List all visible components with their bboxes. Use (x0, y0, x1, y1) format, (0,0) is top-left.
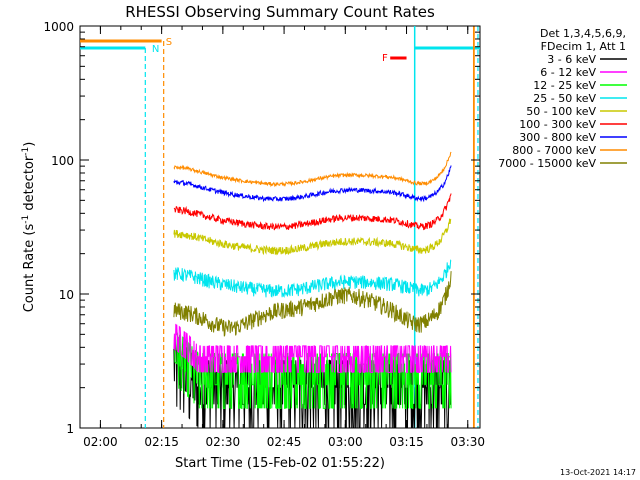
x-tick-label: 02:45 (267, 435, 302, 449)
night-label: N (152, 44, 159, 55)
legend-entry-label: 12 - 25 keV (533, 79, 596, 92)
series-line (173, 193, 452, 231)
legend-entry-label: 6 - 12 keV (540, 66, 596, 79)
x-tick-label: 03:30 (450, 435, 485, 449)
legend-entry-label: 100 - 300 keV (519, 118, 596, 131)
series-line (173, 218, 452, 256)
legend-entry-label: 7000 - 15000 keV (498, 157, 596, 170)
legend-entry-label: 25 - 50 keV (533, 92, 596, 105)
y-tick-label: 1000 (43, 20, 74, 34)
series-line (173, 259, 452, 298)
x-tick-label: 02:00 (83, 435, 118, 449)
series-line (173, 165, 452, 203)
y-tick-label: 10 (59, 288, 74, 302)
legend-entry-label: 800 - 7000 keV (512, 144, 596, 157)
x-tick-label: 02:30 (206, 435, 241, 449)
legend-header: Det 1,3,4,5,6,9, (540, 27, 626, 40)
flare-label: F (382, 53, 388, 64)
annotations: SN F (80, 26, 480, 428)
x-tick-label: 03:00 (328, 435, 363, 449)
axes: 02:00 02:15 02:30 02:45 03:00 03:15 03:30 1 10 10… (43, 20, 485, 449)
series-group (173, 151, 452, 429)
y-tick-label: 100 (51, 154, 74, 168)
legend: Det 1,3,4,5,6,9,FDecim 1, Att 13 - 6 keV… (498, 27, 627, 170)
legend-entry-label: 50 - 100 keV (526, 105, 596, 118)
series-line (173, 151, 452, 188)
series-line (173, 332, 452, 409)
saa-label: S (166, 37, 172, 48)
legend-entry-label: 3 - 6 keV (547, 53, 596, 66)
y-axis-label: Count Rate (s-1 detector-1) (21, 142, 37, 313)
x-tick-label: 02:15 (144, 435, 179, 449)
series-line (173, 271, 452, 337)
x-tick-label: 03:15 (389, 435, 424, 449)
y-tick-label: 1 (66, 422, 74, 436)
legend-entry-label: 300 - 800 keV (519, 131, 596, 144)
chart-title: RHESSI Observing Summary Count Rates (125, 3, 435, 21)
footer-date: 13-Oct-2021 14:17 (560, 468, 636, 477)
series-line (173, 323, 452, 373)
legend-header: FDecim 1, Att 1 (541, 40, 626, 53)
x-axis-label: Start Time (15-Feb-02 01:55:22) (175, 456, 385, 471)
